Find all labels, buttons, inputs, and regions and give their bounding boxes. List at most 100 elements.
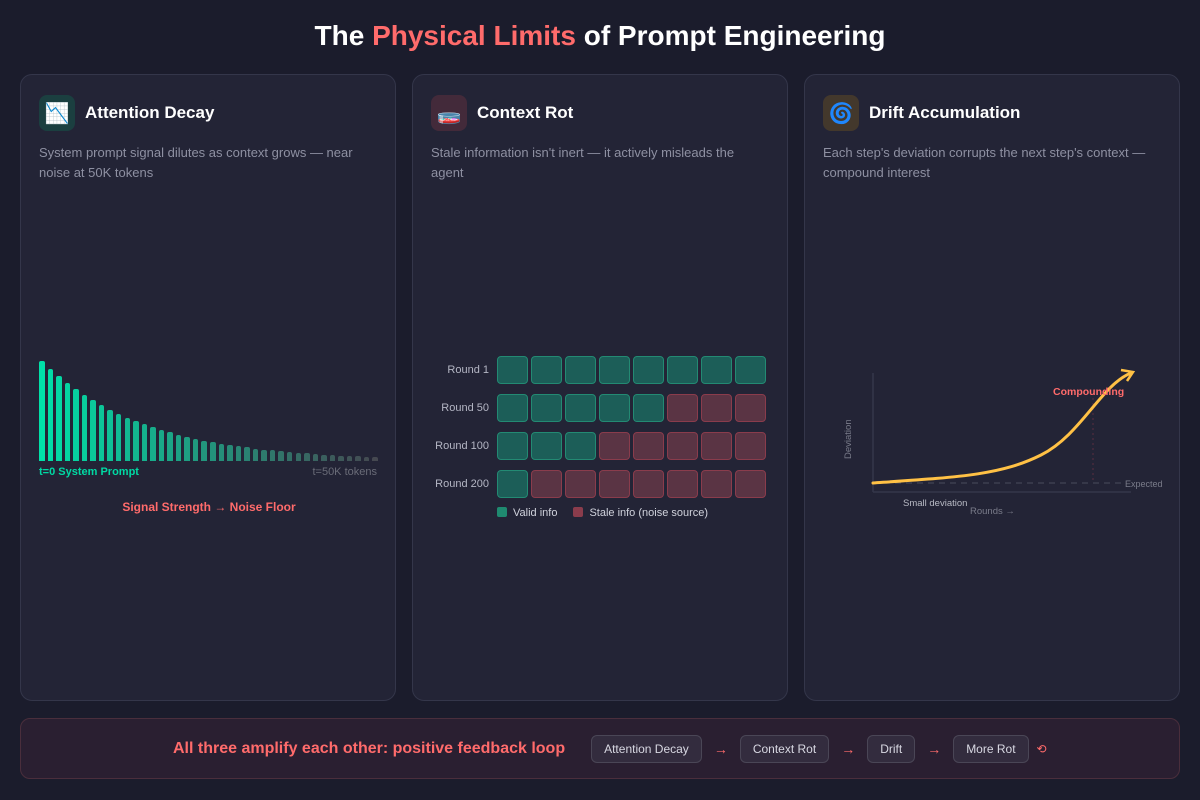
feedback-loop-banner: All three amplify each other: positive f… <box>20 718 1180 779</box>
decay-bar <box>184 436 190 461</box>
valid-cell <box>497 356 528 384</box>
valid-cell <box>497 394 528 422</box>
stale-cell <box>701 394 732 422</box>
card-description: System prompt signal dilutes as context … <box>39 145 353 180</box>
cyclone-icon: 🌀 <box>823 95 859 131</box>
card-description: Each step's deviation corrupts the next … <box>823 145 1146 180</box>
decay-bar <box>90 400 96 461</box>
stale-cell <box>735 470 766 498</box>
decay-bar <box>295 452 301 461</box>
row-label: Round 200 <box>435 478 489 490</box>
decay-bar <box>286 452 293 461</box>
rot-row: Round 200 <box>417 465 769 503</box>
decay-bar <box>261 449 267 461</box>
row-label: Round 50 <box>441 402 489 414</box>
x-axis-label: Rounds → <box>970 506 1015 517</box>
rot-legend: Valid info Stale info (noise source) <box>497 507 708 519</box>
drift-chart: Expected Small deviation Rounds → Compou… <box>843 368 1163 517</box>
decay-bar <box>64 383 71 461</box>
rot-row: Round 100 <box>417 427 769 465</box>
decay-bar <box>218 443 225 461</box>
card-attention-decay: 📉 Attention Decay System prompt signal di… <box>20 74 396 701</box>
decay-bar <box>98 405 105 461</box>
decay-bar <box>252 448 259 461</box>
valid-cell <box>497 470 528 498</box>
chain-context-rot: Context Rot <box>739 734 830 763</box>
card-title: Drift Accumulation <box>869 103 1021 122</box>
decay-bars <box>39 355 379 461</box>
row-label: Round 1 <box>447 364 489 376</box>
valid-cell <box>531 356 562 384</box>
page-title: The Physical Limits of Prompt Engineerin… <box>314 20 886 51</box>
legend-valid: Valid info <box>497 507 557 519</box>
decay-bar <box>115 413 122 461</box>
valid-cell <box>667 356 698 384</box>
arrow-icon: → <box>841 740 856 757</box>
decay-bar <box>235 446 242 461</box>
card-title: Context Rot <box>477 103 574 122</box>
card-title: Attention Decay <box>85 103 215 122</box>
compounding-label: Compounding <box>1053 386 1124 398</box>
stale-cell <box>667 432 698 460</box>
decay-bar <box>47 369 54 461</box>
stale-cell <box>599 432 630 460</box>
decay-bar <box>175 434 182 461</box>
decay-bar <box>363 456 370 461</box>
rot-row: Round 1 <box>417 351 769 389</box>
decay-bar <box>304 453 310 461</box>
decay-bar <box>244 447 250 461</box>
card-drift: 🌀 Drift Accumulation Each step's deviatio… <box>804 74 1180 701</box>
decay-bar <box>355 456 361 461</box>
decay-bar <box>158 429 165 461</box>
decay-bar <box>56 376 62 461</box>
chain-drift: Drift <box>867 734 916 763</box>
valid-cell <box>565 394 596 422</box>
valid-cell <box>599 356 630 384</box>
decay-bar <box>338 455 344 461</box>
legend-stale: Stale info (noise source) <box>573 507 708 519</box>
decay-bar <box>73 389 79 461</box>
valid-cell <box>531 394 562 422</box>
valid-cell <box>701 356 732 384</box>
decay-bar <box>107 409 113 461</box>
start-label: t=0 System Prompt <box>39 466 139 478</box>
drift-curve <box>871 371 1133 485</box>
decay-bar <box>312 454 319 461</box>
valid-cell <box>565 356 596 384</box>
decay-bar <box>269 450 276 461</box>
stale-cell <box>599 470 630 498</box>
valid-cell <box>531 432 562 460</box>
expected-label: Expected <box>1125 479 1163 489</box>
valid-cell <box>633 394 664 422</box>
stale-cell <box>633 470 664 498</box>
stale-cell <box>667 394 698 422</box>
chain-more-rot: More Rot <box>953 734 1029 763</box>
decay-bar <box>278 451 284 461</box>
valid-cell <box>633 356 664 384</box>
chart-decreasing-icon: 📉 <box>39 95 75 131</box>
decay-caption: Signal Strength → Noise Floor <box>122 500 296 514</box>
stale-cell <box>701 432 732 460</box>
decay-bar <box>150 427 156 461</box>
valid-cell <box>599 394 630 422</box>
stale-cell <box>531 470 562 498</box>
card-description: Stale information isn't inert — it activ… <box>431 145 735 180</box>
loop-icon: ⟲ <box>1036 741 1047 756</box>
valid-cell <box>497 432 528 460</box>
decay-bar <box>124 417 130 461</box>
stale-cell <box>735 432 766 460</box>
decay-bar <box>81 395 88 461</box>
stale-cell <box>701 470 732 498</box>
chain-attention-decay: Attention Decay <box>591 734 702 763</box>
stale-cell <box>735 394 766 422</box>
end-label: t=50K tokens <box>312 466 377 478</box>
decay-bar <box>133 421 139 461</box>
stale-cell <box>633 432 664 460</box>
decay-bar <box>201 440 207 461</box>
decay-bar <box>321 454 327 461</box>
decay-bar <box>210 442 216 461</box>
arrow-head <box>1120 368 1136 382</box>
stale-cell <box>565 470 596 498</box>
rot-grid: Round 1 Round 50 Round 100 Round 200 <box>417 351 769 503</box>
decay-bar <box>329 455 336 461</box>
